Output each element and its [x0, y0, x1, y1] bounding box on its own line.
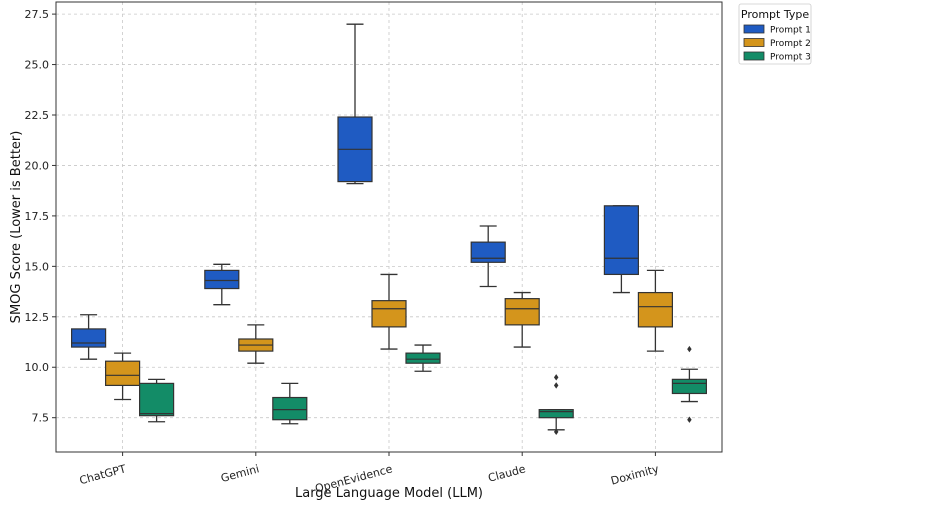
box-iqr — [671, 378, 708, 395]
box-iqr — [70, 328, 107, 348]
box-iqr — [204, 269, 240, 290]
legend: Prompt Type Prompt 1 Prompt 2 Prompt 3 — [738, 3, 812, 65]
x-tick-label: Gemini — [219, 462, 260, 485]
box-iqr — [470, 241, 506, 263]
box-prompt-1-chatgpt — [70, 314, 107, 360]
x-tick-label: Doximity — [609, 462, 660, 487]
legend-swatch — [743, 51, 765, 61]
box-prompt-3-doximity — [671, 345, 708, 423]
box-prompt-1-doximity — [603, 205, 640, 294]
legend-label: Prompt 3 — [770, 53, 811, 63]
box-prompt-1-openevidence — [337, 23, 373, 185]
box-iqr — [371, 300, 407, 328]
y-axis-label: SMOG Score (Lower is Better) — [9, 131, 24, 324]
box-prompt-3-chatgpt — [139, 378, 175, 423]
outlier-point — [687, 416, 692, 423]
y-tick-label: 27.5 — [25, 8, 50, 21]
box-prompt-2-doximity — [637, 269, 674, 352]
y-tick-label: 12.5 — [25, 311, 50, 324]
box-prompt-1-gemini — [204, 263, 240, 306]
y-tick-label: 15.0 — [25, 260, 50, 273]
box-iqr — [104, 360, 141, 387]
x-tick-label: ChatGPT — [78, 462, 128, 487]
box-prompt-2-gemini — [238, 324, 274, 364]
x-axis-label: Large Language Model (LLM) — [295, 486, 483, 501]
legend-frame — [738, 3, 812, 65]
box-iqr — [504, 298, 540, 326]
box-plots — [70, 23, 708, 436]
box-iqr — [637, 291, 674, 328]
box-prompt-3-gemini — [272, 382, 308, 425]
outlier-point — [553, 428, 559, 436]
grid-lines — [56, 2, 722, 452]
y-tick-label: 20.0 — [25, 159, 50, 172]
y-ticks: 7.5 10.0 12.5 15.0 17.5 20.0 22.5 25.0 27.5 — [25, 8, 56, 425]
x-tick-label: Claude — [487, 462, 527, 485]
y-tick-label: 7.5 — [32, 412, 50, 425]
box-iqr — [603, 205, 640, 276]
box-prompt-2-claude — [504, 291, 540, 348]
box-prompt-2-openevidence — [371, 273, 407, 350]
box-prompt-2-chatgpt — [104, 352, 141, 401]
legend-swatch — [743, 38, 765, 47]
legend-label: Prompt 1 — [770, 26, 811, 36]
box-prompt-1-claude — [470, 225, 506, 288]
legend-swatch — [743, 24, 765, 34]
legend-label: Prompt 2 — [770, 39, 811, 49]
box-prompt-3-claude — [538, 374, 574, 436]
box-iqr — [272, 396, 308, 421]
y-tick-label: 10.0 — [25, 361, 50, 374]
y-tick-label: 17.5 — [25, 210, 50, 223]
legend-title: Prompt Type — [741, 8, 809, 21]
outlier-point — [553, 374, 559, 381]
box-iqr — [405, 352, 441, 364]
box-iqr — [139, 382, 175, 417]
box-iqr — [538, 409, 574, 419]
outlier-point — [687, 345, 692, 353]
y-tick-label: 25.0 — [25, 59, 50, 72]
outlier-point — [553, 382, 559, 389]
box-prompt-3-openevidence — [405, 344, 441, 372]
y-tick-label: 22.5 — [25, 109, 50, 122]
